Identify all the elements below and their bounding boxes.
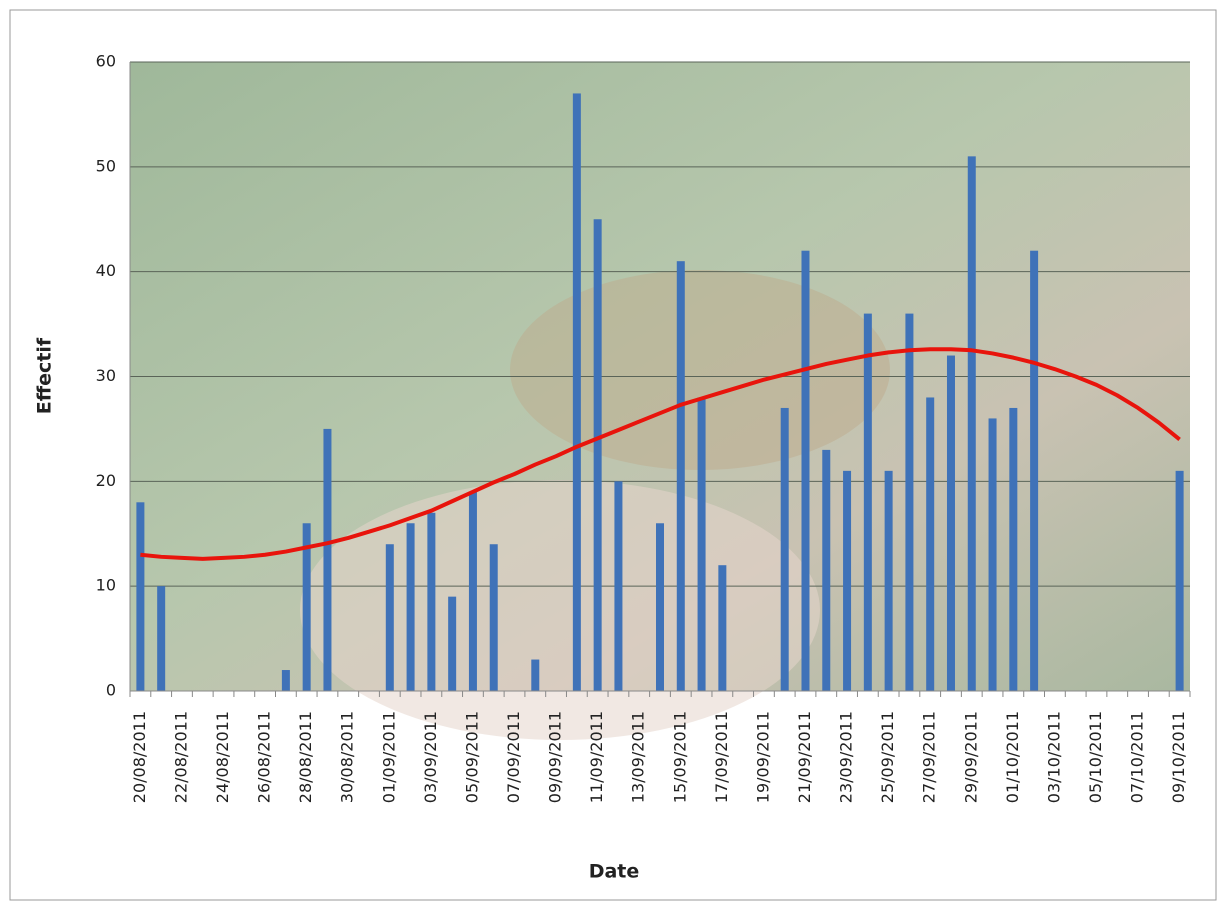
x-tick-label: 01/09/2011 [379,711,398,803]
x-tick-label: 11/09/2011 [587,711,606,803]
bar [988,418,997,691]
x-tick-label: 13/09/2011 [629,711,648,803]
y-tick-label: 40 [96,261,116,280]
x-tick-label: 17/09/2011 [712,711,731,803]
bar [427,512,436,691]
y-tick-label: 60 [96,52,116,71]
x-tick-label: 20/08/2011 [130,711,149,803]
bar [656,523,664,691]
x-tick-label: 19/09/2011 [753,711,772,803]
x-tick-label: 05/09/2011 [462,711,481,803]
bar [136,502,145,691]
bar [801,250,810,691]
y-axis-title: Effectif [34,337,56,414]
bar [967,156,976,692]
bar [946,355,955,691]
bar [489,544,498,691]
bar [406,523,415,691]
bar [448,596,457,691]
x-tick-label: 24/08/2011 [213,711,232,803]
bar [780,407,789,691]
x-tick-label: 29/09/2011 [961,711,980,803]
x-tick-label: 27/09/2011 [920,711,939,803]
bar [1009,407,1018,691]
bar [323,428,332,691]
bar [281,670,290,691]
x-tick-label: 07/09/2011 [504,711,523,803]
x-tick-label: 26/08/2011 [255,711,274,803]
bar [157,586,166,691]
x-tick-label: 28/08/2011 [296,711,315,803]
y-tick-label: 50 [96,156,116,175]
bar [468,491,477,691]
bar [531,659,540,691]
x-tick-label: 03/10/2011 [1044,711,1063,803]
bar [884,470,893,691]
y-tick-label: 0 [106,681,116,700]
x-tick-label: 22/08/2011 [171,711,190,803]
photo-bird [510,270,890,470]
x-axis-title: Date [589,861,640,883]
x-tick-label: 15/09/2011 [670,711,689,803]
bar [385,544,394,691]
bar [905,313,914,691]
x-tick-label: 23/09/2011 [837,711,856,803]
bar [1030,250,1039,691]
x-tick-label: 05/10/2011 [1086,711,1105,803]
bar [302,523,311,691]
x-tick-label: 09/09/2011 [546,711,565,803]
x-tick-label: 09/10/2011 [1169,711,1188,803]
x-tick-label: 25/09/2011 [878,711,897,803]
y-tick-label: 30 [96,366,116,385]
y-tick-label: 10 [96,576,116,595]
bar [926,397,935,691]
bar [1175,470,1184,691]
bar [614,481,623,691]
bar [843,470,852,691]
bar [863,313,872,691]
x-tick-label: 30/08/2011 [338,711,357,803]
bar [697,397,706,691]
x-tick-label: 07/10/2011 [1128,711,1147,803]
bar [822,449,831,691]
x-tick-label: 21/09/2011 [795,711,814,803]
bar [718,565,727,691]
bar [572,93,581,691]
y-tick-label: 20 [96,471,116,490]
trend-line [140,347,1181,561]
bar [676,261,685,691]
x-tick-label: 01/10/2011 [1003,711,1022,803]
photo-hand [300,480,820,740]
x-tick-label: 03/09/2011 [421,711,440,803]
bar [593,219,602,691]
